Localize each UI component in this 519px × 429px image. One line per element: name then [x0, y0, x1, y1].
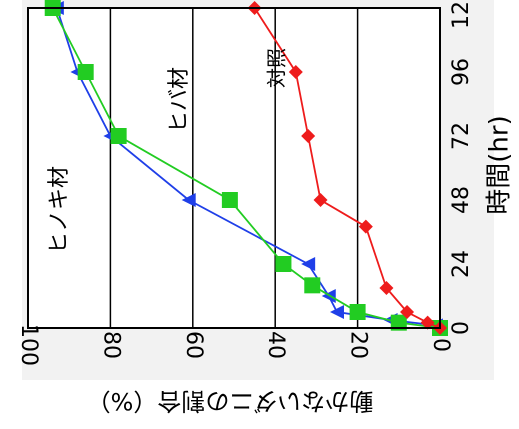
y-tick-label: 40 — [263, 331, 288, 359]
data-point-diamond — [400, 305, 415, 319]
data-point-diamond — [379, 281, 394, 295]
x-tick-label: 96 — [449, 58, 474, 86]
series-labels: ヒノキ材 ヒバ材 対照 — [47, 48, 289, 254]
plot-frame — [27, 7, 441, 329]
data-point-diamond — [313, 193, 328, 207]
x-tick-label: 24 — [449, 250, 474, 278]
data-point-diamond — [288, 65, 303, 79]
data-point-square — [77, 64, 94, 80]
y-axis-label: 動かないダニの割合（%） — [87, 387, 374, 415]
x-tick-label: 72 — [449, 122, 474, 150]
data-point-square — [221, 192, 238, 208]
y-tick-label: 20 — [346, 331, 371, 359]
data-point-square — [110, 128, 127, 144]
data-point-square — [390, 314, 407, 331]
y-tick-label: 100 — [16, 324, 41, 366]
data-point-triangle — [330, 305, 344, 319]
plot-area: ヒノキ材 ヒバ材 対照 — [27, 0, 448, 336]
x-tick-label: 120 — [449, 0, 474, 29]
series-name-label: 対照 — [265, 48, 289, 88]
data-point-square — [275, 256, 292, 272]
y-tick-label: 60 — [181, 331, 206, 359]
data-point-diamond — [358, 219, 373, 234]
data-point-square — [304, 277, 321, 294]
y-tick-label: 80 — [98, 331, 123, 359]
data-point-diamond — [301, 129, 316, 143]
x-axis-ticks: 0 24 48 72 96 120 — [449, 0, 474, 335]
y-tick-label: 0 — [428, 338, 453, 352]
gridlines — [109, 8, 359, 328]
data-point-square — [349, 304, 366, 320]
data-point-diamond — [420, 315, 435, 330]
x-tick-label: 48 — [449, 186, 474, 214]
data-point-triangle — [301, 257, 316, 271]
series-name-label: ヒバ材 — [167, 67, 192, 133]
x-tick-label: 0 — [449, 321, 474, 335]
x-axis-label: 時間(hr) — [485, 115, 515, 214]
data-point-triangle — [181, 193, 196, 207]
series-name-label: ヒノキ材 — [47, 166, 72, 254]
plot-background — [28, 8, 440, 328]
y-axis-ticks: 0 20 40 60 80 100 — [16, 324, 453, 366]
